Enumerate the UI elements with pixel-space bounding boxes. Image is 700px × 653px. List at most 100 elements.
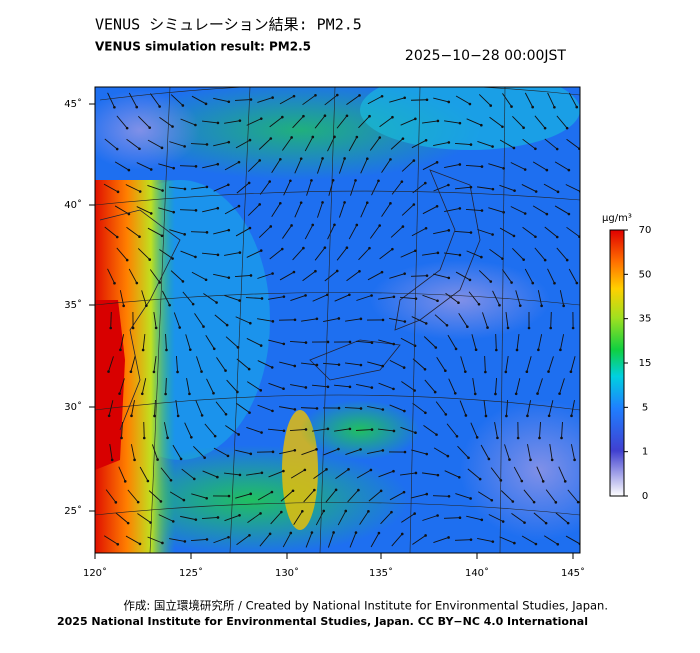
wind-arrow-head: [459, 516, 462, 519]
wind-arrow-head: [225, 413, 228, 416]
wind-arrow-head: [458, 476, 461, 479]
wind-arrow-head: [531, 282, 534, 285]
wind-arrow-head: [142, 349, 145, 352]
lat-label: 35˚: [64, 299, 82, 311]
wind-arrow-head: [130, 415, 133, 418]
wind-arrow-head: [436, 299, 439, 302]
wind-arrow-head: [192, 303, 195, 306]
colorbar-tick-label: 1: [642, 447, 648, 458]
lat-label: 30˚: [64, 401, 82, 413]
wind-arrow-head: [556, 236, 559, 239]
wind-arrow-head: [403, 272, 406, 275]
wind-arrow-head: [271, 96, 274, 99]
wind-arrow-head: [217, 122, 220, 125]
wind-arrow-head: [282, 343, 285, 346]
lon-label: 145˚: [561, 567, 585, 579]
wind-arrow-head: [357, 489, 360, 492]
wind-arrow-head: [434, 391, 437, 394]
wind-arrow-head: [143, 437, 146, 440]
wind-arrow-head: [402, 137, 405, 140]
wind-arrow-head: [321, 157, 324, 160]
wind-arrow-head: [404, 320, 407, 323]
wind-arrow-head: [178, 326, 181, 329]
wind-arrow-head: [501, 125, 504, 128]
wind-arrow-head: [403, 96, 406, 99]
wind-arrow-head: [316, 364, 319, 367]
wind-arrow-head: [176, 371, 179, 374]
wind-arrow-head: [534, 148, 537, 151]
wind-arrow-head: [557, 191, 560, 194]
wind-arrow-head: [238, 514, 241, 517]
wind-arrow-head: [195, 518, 198, 521]
wind-arrow-head: [551, 459, 554, 462]
wind-arrow-head: [555, 501, 558, 504]
wind-arrow-head: [238, 161, 241, 164]
wind-arrow-head: [356, 224, 359, 227]
wind-arrow-head: [127, 522, 130, 525]
wind-arrow-head: [520, 480, 523, 483]
wind-arrow-head: [206, 186, 209, 189]
wind-arrow-head: [269, 533, 272, 536]
wind-arrow-head: [316, 407, 319, 410]
wind-arrow-head: [474, 393, 477, 396]
wind-arrow-head: [455, 348, 458, 351]
wind-arrow-head: [332, 531, 335, 534]
wind-arrow-head: [459, 254, 462, 257]
wind-arrow-head: [371, 386, 374, 389]
wind-arrow-head: [313, 489, 316, 492]
wind-arrow-head: [170, 479, 173, 482]
wind-arrow-head: [476, 436, 479, 439]
wind-arrow-head: [570, 415, 573, 418]
colorbar-tick-label: 0: [642, 491, 648, 502]
wind-arrow-head: [260, 431, 263, 434]
wind-arrow-head: [260, 117, 263, 120]
wind-arrow-head: [425, 139, 428, 142]
wind-arrow-head: [216, 476, 219, 479]
wind-arrow-head: [426, 98, 429, 101]
wind-arrow-head: [184, 188, 187, 191]
wind-arrow-head: [259, 389, 262, 392]
wind-arrow-head: [119, 349, 122, 352]
wind-arrow-head: [498, 304, 501, 307]
wind-arrow-head: [290, 224, 293, 227]
wind-arrow-head: [172, 211, 175, 214]
wind-arrow-head: [139, 190, 142, 193]
wind-arrow-head: [135, 106, 138, 109]
wind-arrow-head: [549, 327, 552, 330]
wind-arrow-head: [567, 522, 570, 525]
wind-arrow-head: [392, 343, 395, 346]
wind-arrow-head: [548, 414, 551, 417]
wind-arrow-head: [138, 147, 141, 150]
wind-arrow-head: [470, 143, 473, 146]
wind-arrow-head: [205, 278, 208, 281]
wind-arrow-head: [182, 280, 185, 283]
wind-arrow-head: [293, 271, 296, 274]
wind-arrow-head: [184, 540, 187, 543]
wind-arrow-head: [227, 141, 230, 144]
wind-arrow-head: [566, 127, 569, 130]
wind-arrow-head: [128, 213, 131, 216]
wind-arrow-head: [237, 433, 240, 436]
wind-arrow-head: [195, 209, 198, 212]
wind-arrow-head: [324, 246, 327, 249]
wind-arrow-head: [279, 202, 282, 205]
wind-arrow-head: [466, 325, 469, 328]
wind-arrow-head: [147, 480, 150, 483]
wind-arrow-head: [576, 282, 579, 285]
wind-arrow-head: [358, 94, 361, 97]
wind-arrow-head: [575, 106, 578, 109]
wind-arrow-head: [182, 104, 185, 107]
wind-arrow-head: [193, 478, 196, 481]
wind-arrow-head: [116, 543, 119, 546]
wind-arrow-head: [413, 203, 416, 206]
wind-arrow-head: [502, 167, 505, 170]
wind-arrow-head: [249, 227, 252, 230]
wind-arrow-head: [564, 480, 567, 483]
wind-arrow-head: [228, 100, 231, 103]
wind-arrow-head: [205, 103, 208, 106]
wind-arrow-head: [562, 305, 565, 308]
wind-arrow-head: [333, 223, 336, 226]
wind-arrow-head: [526, 415, 529, 418]
wind-arrow-head: [301, 510, 304, 513]
wind-arrow-head: [537, 349, 540, 352]
